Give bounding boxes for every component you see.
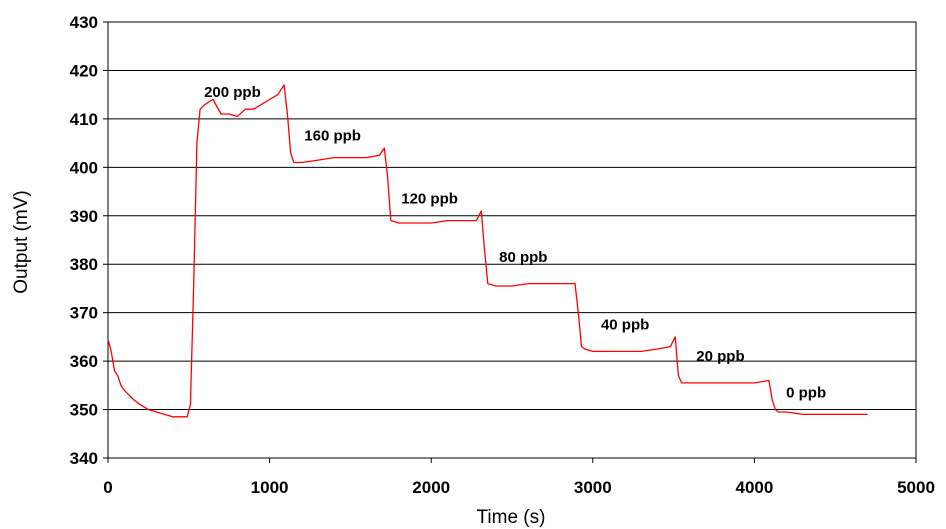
y-tick-label-390: 390 <box>70 207 98 226</box>
y-axis-label: Output (mV) <box>11 190 32 293</box>
annotation-160-ppb: 160 ppb <box>304 128 361 145</box>
y-tick-label-430: 430 <box>70 13 98 32</box>
plot-border <box>107 21 917 459</box>
annotation-20-ppb: 20 ppb <box>696 348 744 365</box>
y-tick-label-360: 360 <box>70 352 98 371</box>
x-tick-label-4000: 4000 <box>735 478 773 497</box>
y-tick-label-400: 400 <box>70 158 98 177</box>
annotations: 200 ppb 160 ppb 120 ppb 80 ppb 40 ppb 20 ppb 0… <box>204 84 826 401</box>
y-tick-labels: 340 350 360 370 380 390 400 410 420 430 <box>70 13 108 468</box>
annotation-80-ppb: 80 ppb <box>499 249 547 266</box>
x-tick-label-1000: 1000 <box>251 478 289 497</box>
y-tick-label-380: 380 <box>70 255 98 274</box>
x-tick-labels: 0 1000 2000 3000 4000 5000 <box>103 458 935 497</box>
x-axis-label: Time (s) <box>477 507 546 528</box>
series-lines <box>107 84 868 418</box>
x-tick-label-2000: 2000 <box>412 478 450 497</box>
x-tick-label-5000: 5000 <box>897 478 935 497</box>
x-tick-label-3000: 3000 <box>574 478 612 497</box>
x-tick-label-0: 0 <box>103 478 112 497</box>
y-tick-label-350: 350 <box>70 401 98 420</box>
y-tick-label-340: 340 <box>70 449 98 468</box>
annotation-40-ppb: 40 ppb <box>601 317 649 334</box>
series-line-0 <box>107 84 868 418</box>
y-tick-label-410: 410 <box>70 110 98 129</box>
annotation-120-ppb: 120 ppb <box>401 191 458 208</box>
y-tick-label-420: 420 <box>70 61 98 80</box>
y-tick-label-370: 370 <box>70 304 98 323</box>
annotation-0-ppb: 0 ppb <box>786 384 826 401</box>
plot-area <box>107 21 917 459</box>
annotation-200-ppb: 200 ppb <box>204 84 261 101</box>
